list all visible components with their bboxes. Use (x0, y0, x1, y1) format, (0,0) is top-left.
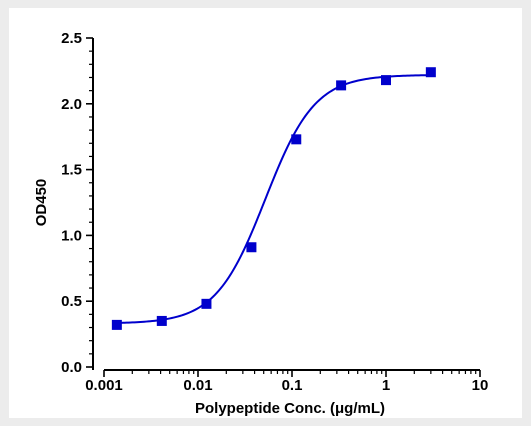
fit-curve (116, 74, 431, 324)
x-tick-label: 1 (382, 377, 390, 394)
data-point (381, 75, 391, 86)
data-point (291, 134, 302, 145)
x-tick-label: 0.1 (282, 377, 303, 394)
y-axis-title: OD450 (33, 179, 50, 227)
y-tick-label: 0.5 (61, 293, 82, 310)
y-tick-label: 0.0 (61, 359, 82, 376)
data-point (336, 80, 347, 91)
y-tick-label: 1.5 (61, 162, 82, 179)
x-tick-label: 0.01 (183, 377, 212, 394)
x-tick-label: 0.001 (85, 377, 123, 394)
axes: 0.0 0.5 1.0 1.5 2.0 2.5 0.001 0.01 0.1 1 10 (61, 30, 488, 394)
data-point (111, 319, 122, 330)
y-tick-label: 2.5 (61, 30, 82, 47)
x-tick-label: 10 (472, 377, 489, 394)
data-points (111, 67, 436, 330)
x-axis-title: Polypeptide Conc. (μg/mL) (195, 400, 385, 417)
data-point (425, 67, 436, 78)
y-tick-label: 2.0 (61, 96, 82, 113)
fit-curve-layer (116, 74, 431, 324)
data-point (201, 298, 212, 309)
y-tick-label: 1.0 (61, 227, 82, 244)
data-point (156, 315, 167, 326)
chart-panel (9, 8, 522, 418)
data-point (246, 242, 257, 253)
